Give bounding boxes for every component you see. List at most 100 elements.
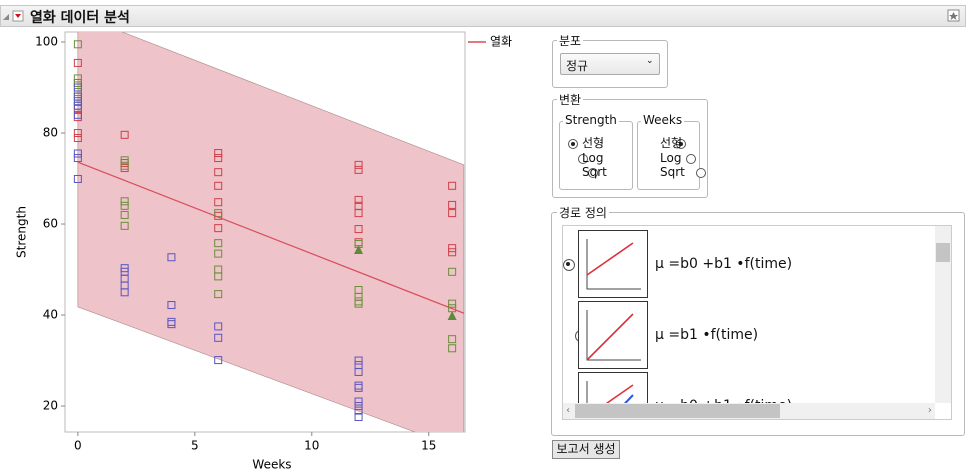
transform-radio[interactable] <box>588 168 598 178</box>
y-tick-label: 60 <box>43 217 58 231</box>
vertical-scrollbar[interactable] <box>935 226 951 403</box>
x-tick-label: 5 <box>191 439 199 453</box>
path-formula: μ =b1 •f(time) <box>655 327 759 343</box>
data-point <box>214 333 223 342</box>
data-point <box>73 92 82 101</box>
data-point <box>214 168 223 177</box>
data-point <box>73 78 82 87</box>
chart: Weeks Strength 0 5 10 15 20 40 60 80 100 열화 <box>15 31 512 472</box>
x-tick-label: 0 <box>74 439 82 453</box>
data-point <box>448 248 457 257</box>
path-thumbnail[interactable] <box>578 301 648 369</box>
data-point <box>354 367 363 376</box>
transform-option: 선형 <box>660 136 683 150</box>
data-point <box>214 154 223 163</box>
data-point <box>73 110 82 119</box>
data-point <box>73 58 82 67</box>
data-point <box>448 181 457 190</box>
data-point <box>120 197 129 206</box>
data-point <box>73 40 82 49</box>
data-point <box>354 225 363 234</box>
transform-group-label: Strength <box>563 113 619 127</box>
path-radio[interactable] <box>563 259 575 271</box>
data-point <box>120 201 129 210</box>
distribution-value: 정규 <box>566 59 589 73</box>
header-icons <box>3 10 24 22</box>
data-point <box>167 253 176 262</box>
data-point <box>120 221 129 230</box>
data-point <box>448 209 457 218</box>
data-point <box>214 290 223 299</box>
horizontal-thumb <box>575 404 780 418</box>
distribution-box <box>552 40 668 88</box>
vertical-thumb <box>936 243 950 262</box>
y-tick-label: 80 <box>43 126 58 140</box>
data-point <box>167 301 176 310</box>
data-point <box>73 134 82 143</box>
transform-radio[interactable] <box>676 139 686 149</box>
path-box <box>551 212 965 436</box>
data-point <box>214 149 223 158</box>
data-point <box>354 383 363 392</box>
data-point <box>354 160 363 169</box>
path-formula: μ =b0 +b1 •f(time) <box>655 256 793 272</box>
transform-group-label: Weeks <box>641 113 685 127</box>
transform-label: 변환 <box>557 91 584 108</box>
data-point <box>354 195 363 204</box>
data-point <box>214 272 223 281</box>
data-point <box>73 88 82 97</box>
path-label: 경로 정의 <box>557 204 609 221</box>
data-point <box>354 397 363 406</box>
data-point <box>448 244 457 253</box>
data-point <box>214 356 223 365</box>
data-point <box>73 74 82 83</box>
transform-option: Log <box>660 150 682 165</box>
data-point <box>354 356 363 365</box>
data-point <box>448 200 457 209</box>
transform-radio[interactable] <box>578 153 588 164</box>
data-point <box>354 209 363 218</box>
header-title: 열화 데이터 분석 <box>30 10 130 26</box>
x-axis-label: Weeks <box>252 458 291 472</box>
data-point <box>354 299 363 308</box>
distribution-dropdown[interactable] <box>560 53 660 75</box>
mean-marker <box>354 244 364 254</box>
data-point <box>214 224 223 233</box>
data-point <box>120 130 129 139</box>
dropdown-arrow: ⌄ <box>646 56 654 66</box>
transform-box <box>552 99 708 198</box>
data-point <box>73 149 82 158</box>
data-point <box>354 165 363 174</box>
data-point <box>214 249 223 258</box>
data-point <box>214 322 223 331</box>
confidence-band <box>77 32 465 432</box>
data-point <box>354 402 363 411</box>
data-point <box>73 97 82 106</box>
data-point <box>448 267 457 276</box>
transform-radio[interactable] <box>686 153 696 164</box>
path-list: μ =b0 +b1 •f(time)μ =b1 •f(time)μ =b0 +b… <box>562 225 952 420</box>
distribution-label: 분포 <box>557 32 584 49</box>
header-bar <box>0 5 966 27</box>
data-point <box>354 406 363 415</box>
path-thumbnail[interactable] <box>578 230 648 298</box>
data-point <box>448 344 457 353</box>
control-panel: 분포 정규 ⌄ 변환 Strength 선형 Log Sqrt Weeks 선형 Log Sqrt 경로… <box>0 0 968 459</box>
data-point <box>73 174 82 183</box>
data-point <box>120 156 129 165</box>
data-point <box>73 129 82 138</box>
y-tick-label: 40 <box>43 308 58 322</box>
data-point <box>73 83 82 92</box>
data-point <box>214 198 223 207</box>
transform-radio[interactable] <box>696 168 706 178</box>
transform-option: 선형 <box>582 136 605 150</box>
menu-icon[interactable] <box>947 9 961 23</box>
transform-option: Sqrt <box>582 165 607 179</box>
data-point <box>120 288 129 297</box>
transform-radio[interactable] <box>568 139 578 149</box>
data-point <box>354 412 363 421</box>
generate-report-button[interactable]: 보고서 생성 <box>552 440 620 459</box>
data-point <box>167 320 176 329</box>
data-point <box>214 181 223 190</box>
